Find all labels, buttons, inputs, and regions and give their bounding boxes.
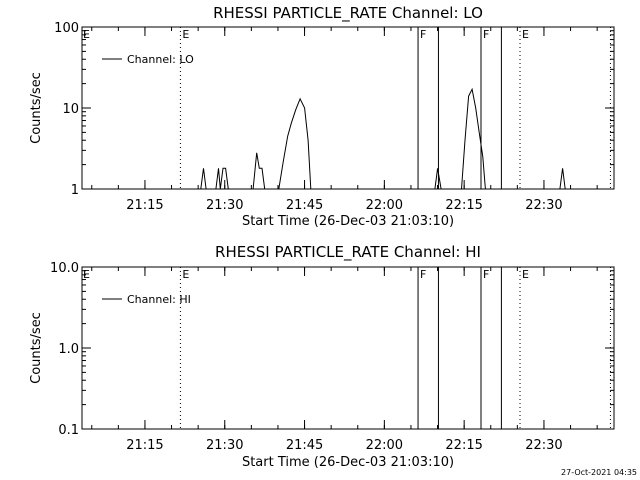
event-flag-label: F — [483, 28, 489, 41]
panel-channel-hi: RHESSI PARTICLE_RATE Channel: HI 0.1 1.0 10… — [29, 243, 615, 470]
chart-title: RHESSI PARTICLE_RATE Channel: HI — [215, 243, 481, 262]
x-tick-label: 22:15 — [445, 438, 482, 453]
start-flag-label: E — [83, 28, 90, 41]
event-flag-label: E — [522, 268, 529, 281]
plot-frame — [81, 26, 615, 190]
legend-label: Channel: HI — [127, 293, 191, 306]
series-line — [82, 87, 603, 190]
x-tick-label: 21:45 — [286, 198, 323, 213]
y-tick-label: 10 — [62, 102, 79, 117]
generated-timestamp: 27-Oct-2021 04:35 — [561, 468, 637, 477]
legend-label: Channel: LO — [127, 53, 194, 66]
x-tick-label: 22:00 — [366, 438, 403, 453]
x-axis-label: Start Time (26-Dec-03 21:03:10) — [242, 455, 454, 470]
x-tick-label: 21:30 — [206, 198, 243, 213]
plot-frame — [81, 266, 615, 430]
y-tick-label: 100 — [54, 21, 79, 36]
y-axis-label: Counts/sec — [29, 312, 44, 384]
x-tick-label: 22:00 — [366, 198, 403, 213]
y-tick-label: 1 — [71, 183, 79, 198]
y-tick-label: 10.0 — [50, 261, 79, 276]
x-tick-label: 21:15 — [126, 438, 163, 453]
event-flag-label: F — [420, 28, 426, 41]
event-flag-label: E — [182, 28, 189, 41]
x-tick-label: 21:30 — [206, 438, 243, 453]
x-tick-label: 22:15 — [445, 198, 482, 213]
y-tick-label: 1.0 — [58, 342, 79, 357]
x-tick-label: 21:15 — [126, 198, 163, 213]
y-tick-label: 0.1 — [58, 423, 79, 438]
x-tick-label: 22:30 — [525, 438, 562, 453]
event-flag-label: F — [420, 268, 426, 281]
panel-channel-lo: RHESSI PARTICLE_RATE Channel: LO 1 10 100 21… — [29, 4, 615, 229]
event-flag-label: E — [182, 268, 189, 281]
event-flag-label: F — [483, 268, 489, 281]
x-tick-label: 22:30 — [525, 198, 562, 213]
event-flag-label: E — [522, 28, 529, 41]
chart-title: RHESSI PARTICLE_RATE Channel: LO — [213, 4, 483, 23]
start-flag-label: E — [83, 268, 90, 281]
y-axis-label: Counts/sec — [29, 72, 44, 144]
x-axis-label: Start Time (26-Dec-03 21:03:10) — [242, 214, 454, 229]
x-tick-label: 21:45 — [286, 438, 323, 453]
